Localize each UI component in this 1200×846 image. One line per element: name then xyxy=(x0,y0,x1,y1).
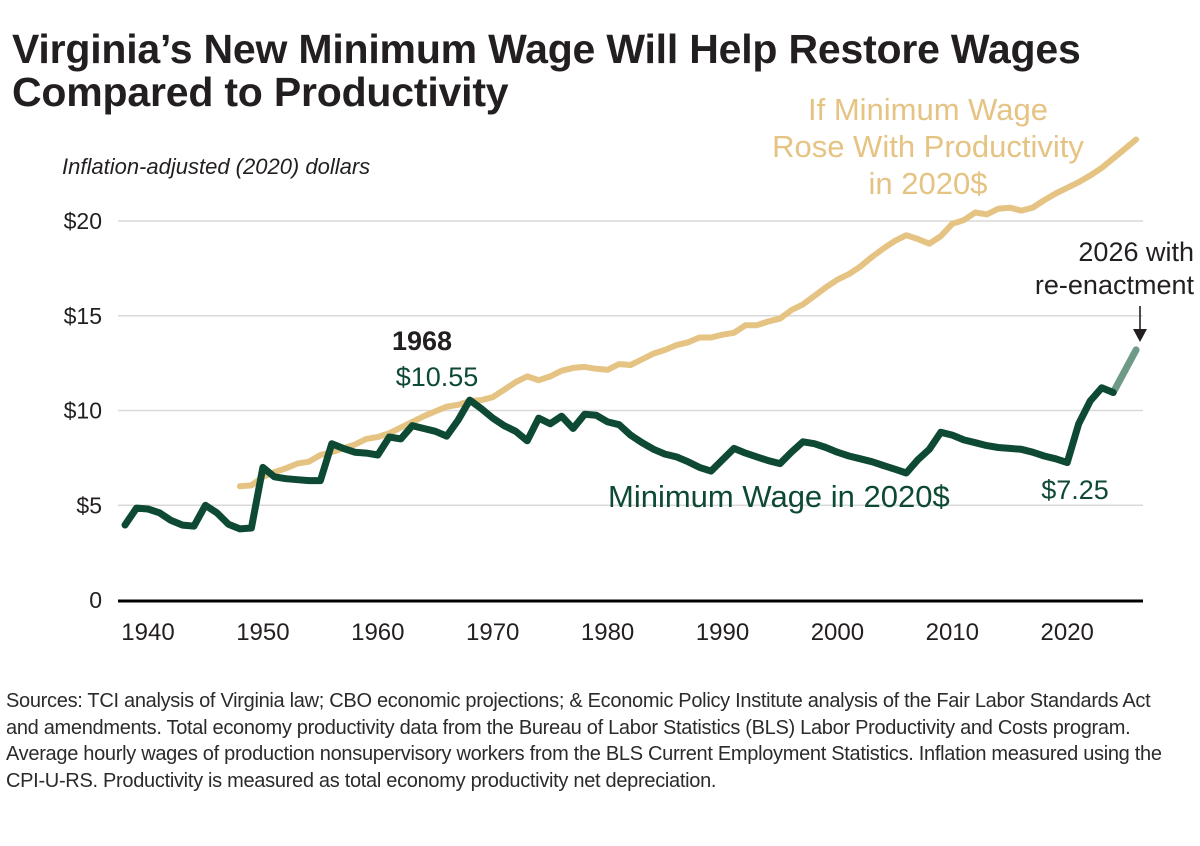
x-tick-label: 1950 xyxy=(236,619,289,646)
sources-note: Sources: TCI analysis of Virginia law; C… xyxy=(6,690,1162,792)
x-tick-label: 1990 xyxy=(696,619,749,646)
line-chart: 0 $5 $10 $15 $20 1940 1950 1960 1970 1980 1990 200… xyxy=(64,92,1195,646)
x-tick-label: 2000 xyxy=(811,619,864,646)
x-tick-label: 2010 xyxy=(926,619,979,646)
x-axis-tick-labels: 1940 1950 1960 1970 1980 1990 2000 2010 2020 xyxy=(121,619,1094,646)
x-tick-label: 1970 xyxy=(466,619,519,646)
y-axis-unit-label: Inflation-adjusted (2020) dollars xyxy=(62,154,371,179)
series-line-productivity xyxy=(236,136,1140,490)
annotation-projection-line-1: 2026 with xyxy=(1078,237,1194,267)
annotation-current-value: $7.25 xyxy=(1041,475,1109,505)
annotation-peak-value: $10.55 xyxy=(396,362,479,392)
annotation-projection-line-2: re-enactment xyxy=(1035,270,1195,300)
y-tick-label: $5 xyxy=(76,492,102,518)
series-lines xyxy=(121,136,1140,533)
chart-title-line-1: Virginia’s New Minimum Wage Will Help Re… xyxy=(12,26,1081,72)
annotation-productivity-line-3: in 2020$ xyxy=(869,166,988,201)
projection-arrow xyxy=(1133,306,1147,342)
arrow-head-icon xyxy=(1133,329,1147,342)
y-tick-label: $20 xyxy=(64,208,102,234)
y-tick-label: $15 xyxy=(64,303,102,329)
y-tick-label: 0 xyxy=(89,587,102,613)
chart-title: Virginia’s New Minimum Wage Will Help Re… xyxy=(12,28,1081,114)
y-axis-tick-labels: 0 $5 $10 $15 $20 xyxy=(64,208,102,613)
annotation-peak-year: 1968 xyxy=(392,326,452,356)
annotation-min-wage-label: Minimum Wage in 2020$ xyxy=(608,479,950,514)
series-line-projection-2026 xyxy=(1109,346,1140,396)
annotation-productivity-line-2: Rose With Productivity xyxy=(772,129,1084,164)
x-tick-label: 1940 xyxy=(121,619,174,646)
x-tick-label: 1980 xyxy=(581,619,634,646)
chart-title-line-2: Compared to Productivity xyxy=(12,69,509,115)
x-tick-label: 2020 xyxy=(1041,619,1094,646)
annotations: If Minimum Wage Rose With Productivity i… xyxy=(392,92,1195,514)
series-line-minimum-wage xyxy=(121,384,1117,533)
gridlines xyxy=(118,220,1143,603)
y-tick-label: $10 xyxy=(64,398,102,424)
annotation-productivity-line-1: If Minimum Wage xyxy=(808,92,1048,127)
x-tick-label: 1960 xyxy=(351,619,404,646)
